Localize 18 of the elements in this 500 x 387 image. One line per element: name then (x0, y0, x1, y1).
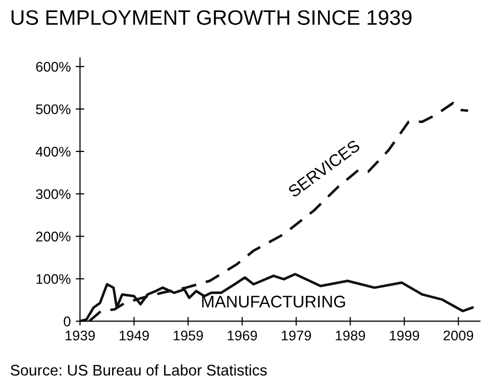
y-tick-label: 100% (36, 274, 70, 284)
y-tick-label: 0 (64, 316, 70, 326)
source-note: Source: US Bureau of Labor Statistics (10, 364, 267, 376)
chart-title: US EMPLOYMENT GROWTH SINCE 1939 (12, 10, 412, 25)
x-tick-label: 1969 (228, 330, 257, 340)
y-tick-label: 200% (36, 232, 70, 242)
x-tick-label: 2009 (444, 330, 474, 340)
x-tick-label: 1979 (282, 330, 312, 340)
x-tick-label: 1949 (120, 330, 149, 340)
y-tick-label: 600% (36, 62, 70, 72)
y-tick-label: 500% (36, 104, 70, 114)
x-tick-label: 1959 (174, 330, 203, 340)
x-tick-label: 1989 (336, 330, 366, 340)
series-label: MANUFACTURING (202, 296, 345, 308)
x-tick-label: 1999 (390, 330, 420, 340)
x-tick-label: 1939 (66, 330, 95, 340)
y-tick-label: 400% (36, 146, 70, 157)
y-tick-label: 300% (36, 189, 70, 200)
